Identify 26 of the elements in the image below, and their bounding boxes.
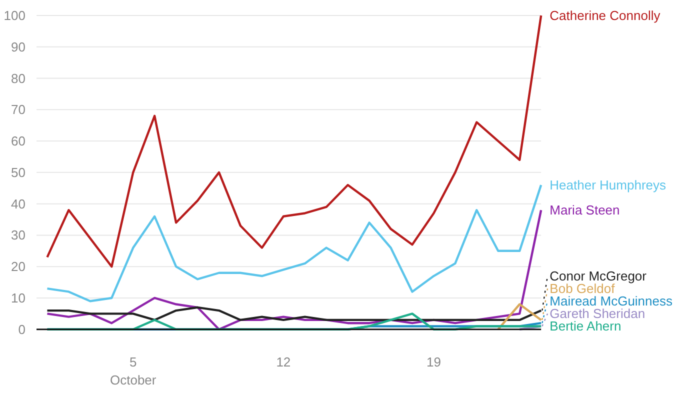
series-label: Heather Humphreys [550, 177, 666, 192]
x-tick-label: 12 [276, 354, 291, 370]
y-tick-label: 70 [11, 102, 26, 118]
y-tick-label: 20 [11, 259, 26, 274]
series-label: Maria Steen [550, 202, 620, 218]
series-label: Bertie Ahern [550, 318, 622, 334]
line-series [46, 312, 542, 330]
series-label: Bob Geldof [550, 281, 616, 296]
text: Conor McGregor [550, 268, 648, 284]
y-tick-label: 30 [11, 228, 26, 243]
y-tick-label: 80 [11, 70, 26, 86]
series-label: Catherine Connolly [550, 8, 661, 23]
y-tick-label: 90 [11, 39, 26, 54]
line-series [46, 14, 542, 268]
x-tick-label: 5 October [110, 354, 157, 388]
y-tick-label: 0 [18, 322, 26, 337]
y-tick-label: 50 [11, 164, 26, 180]
series-label: Mairead McGuinness [550, 294, 673, 309]
y-tick-label: 60 [11, 134, 26, 149]
line-series [46, 184, 542, 302]
y-tick-label: 100 [4, 8, 26, 23]
line-series [46, 208, 542, 330]
x-tick-label: 19 [426, 354, 441, 370]
y-tick-label: 10 [11, 290, 26, 306]
legend-label: Gareth Sheridan [550, 306, 646, 322]
y-tick-label: 40 [11, 196, 26, 212]
